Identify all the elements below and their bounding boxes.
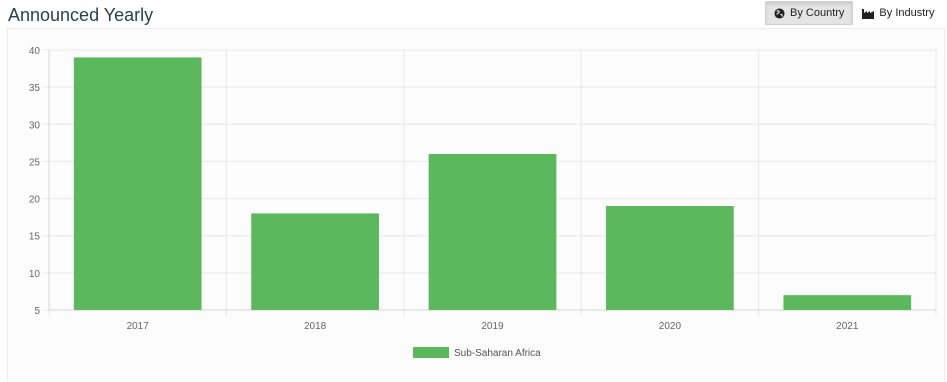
by-country-button[interactable]: By Country [765,1,854,25]
legend-swatch [413,347,449,358]
bar-2021 [783,295,912,310]
x-tick-label: 2017 [127,321,150,332]
bar-2019 [428,154,557,310]
bar-2017 [73,57,202,310]
by-industry-button[interactable]: By Industry [853,1,943,25]
bar-2020 [606,206,734,310]
by-country-label: By Country [790,7,845,19]
globe-icon [774,7,785,19]
factory-icon [862,8,875,19]
x-tick-label: 2019 [481,321,504,332]
y-tick-label: 35 [29,83,41,94]
y-tick-label: 5 [34,306,40,317]
y-tick-label: 15 [29,232,41,243]
x-tick-label: 2018 [304,321,327,332]
y-tick-label: 20 [29,195,41,206]
y-tick-label: 30 [29,120,41,131]
chart-panel: 5 10 15 20 25 30 35 40 2017 2018 2019 2020 2021 Sub-S… [7,28,945,381]
y-tick-label: 10 [29,269,41,280]
y-tick-label: 25 [29,157,41,168]
y-tick-label: 40 [29,46,41,57]
bar-chart: 5 10 15 20 25 30 35 40 2017 2018 2019 2020 2021 Sub-S… [29,46,937,359]
x-tick-label: 2021 [836,321,859,332]
view-toggle-group: By Country By Industry [765,1,943,25]
x-tick-label: 2020 [659,321,682,332]
legend-label: Sub-Saharan Africa [454,348,541,359]
by-industry-label: By Industry [879,7,935,19]
bar-2018 [251,213,379,310]
page-title: Announced Yearly [8,5,154,25]
